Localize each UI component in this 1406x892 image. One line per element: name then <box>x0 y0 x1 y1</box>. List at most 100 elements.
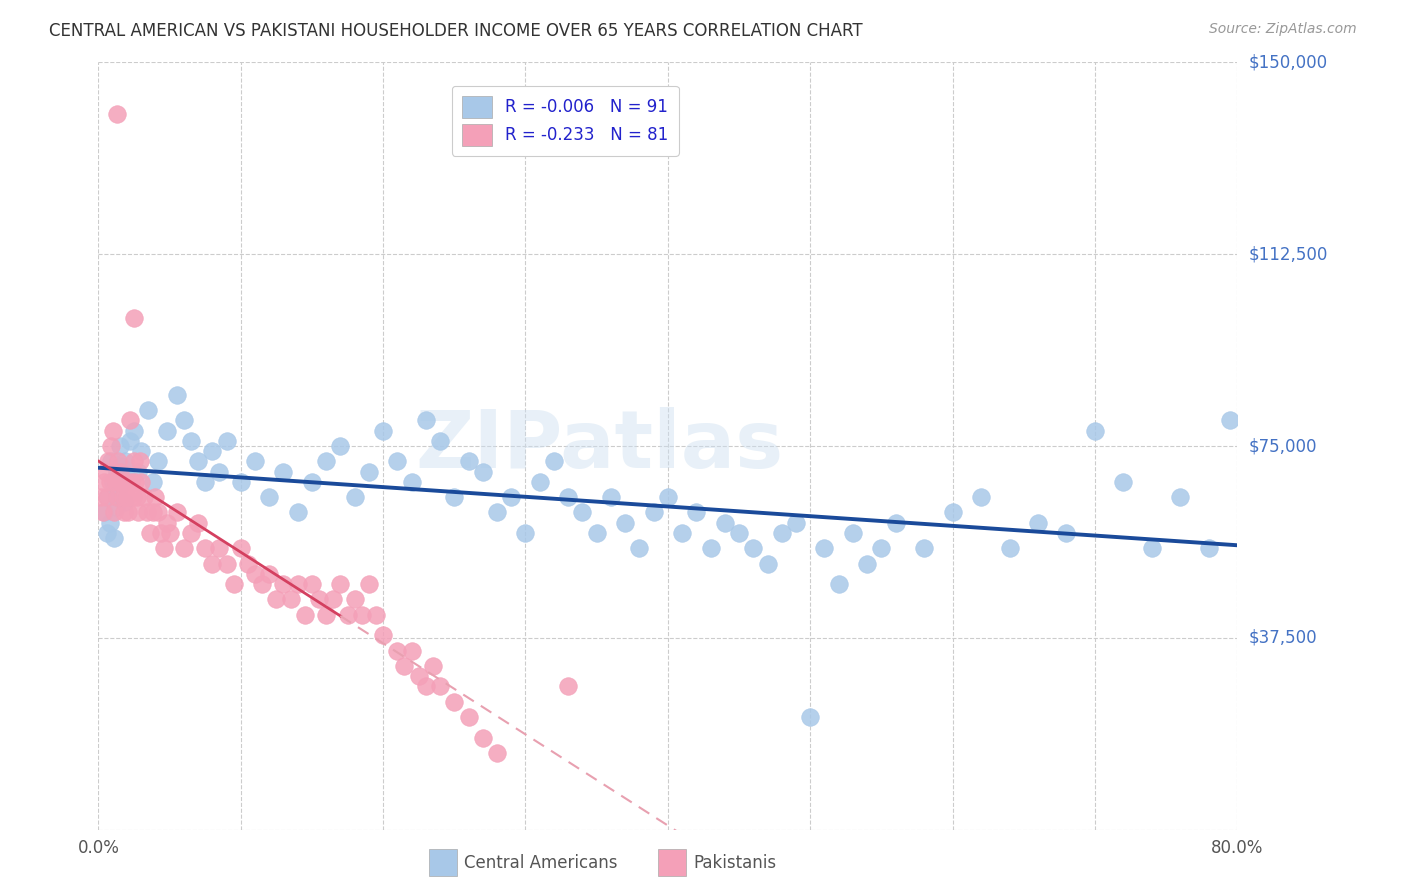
Point <box>166 388 188 402</box>
Point <box>129 444 152 458</box>
Text: $112,500: $112,500 <box>1249 245 1329 263</box>
Point <box>180 525 202 540</box>
Point <box>998 541 1021 556</box>
Point <box>387 454 409 468</box>
Point <box>112 495 135 509</box>
Point <box>94 465 117 479</box>
Point <box>343 490 366 504</box>
Point <box>136 403 159 417</box>
Point <box>714 516 737 530</box>
Point <box>201 557 224 571</box>
Point <box>287 577 309 591</box>
Point <box>515 525 537 540</box>
Text: $75,000: $75,000 <box>1249 437 1317 455</box>
Point <box>301 475 323 489</box>
Point <box>643 506 665 520</box>
Point <box>132 490 155 504</box>
Point <box>156 424 179 438</box>
Point <box>614 516 637 530</box>
Point <box>187 454 209 468</box>
Point <box>842 525 865 540</box>
Point <box>471 465 494 479</box>
Point <box>343 592 366 607</box>
Point <box>101 424 124 438</box>
Point <box>201 444 224 458</box>
Point <box>135 506 157 520</box>
Point <box>101 475 124 489</box>
Point <box>364 607 387 622</box>
Point <box>105 465 128 479</box>
Point <box>141 506 163 520</box>
Point <box>471 731 494 745</box>
Point <box>103 531 125 545</box>
Point <box>91 506 114 520</box>
Point <box>180 434 202 448</box>
Point <box>571 506 593 520</box>
Point <box>250 577 273 591</box>
Point <box>150 525 173 540</box>
Point <box>557 679 579 693</box>
Point <box>408 669 430 683</box>
Point <box>110 475 132 489</box>
Point <box>394 659 416 673</box>
Point <box>600 490 623 504</box>
Point <box>100 454 122 468</box>
Point <box>756 557 779 571</box>
Point <box>1056 525 1078 540</box>
Point <box>117 506 139 520</box>
Point <box>128 454 150 468</box>
Point <box>122 424 145 438</box>
Point <box>194 541 217 556</box>
Point <box>870 541 893 556</box>
Point <box>115 469 138 483</box>
Point <box>97 490 120 504</box>
Point <box>415 679 437 693</box>
Point <box>229 475 252 489</box>
Point <box>107 485 129 500</box>
Point <box>329 439 352 453</box>
Point <box>742 541 765 556</box>
Point <box>208 541 231 556</box>
Point <box>884 516 907 530</box>
Point <box>785 516 807 530</box>
Point <box>236 557 259 571</box>
Point <box>243 566 266 581</box>
Point <box>970 490 993 504</box>
Point <box>259 566 281 581</box>
Point <box>127 465 149 479</box>
Point <box>422 659 444 673</box>
Point <box>112 506 135 520</box>
Point <box>942 506 965 520</box>
Point <box>557 490 579 504</box>
Point <box>301 577 323 591</box>
Point <box>108 439 131 453</box>
Point <box>105 490 128 504</box>
Point <box>387 643 409 657</box>
Point <box>148 454 170 468</box>
Point <box>357 577 380 591</box>
Point <box>1140 541 1163 556</box>
Point <box>429 434 451 448</box>
Point <box>96 490 118 504</box>
Point <box>273 465 295 479</box>
Point <box>141 475 163 489</box>
Point <box>1026 516 1049 530</box>
Point <box>229 541 252 556</box>
Point <box>215 557 238 571</box>
Point <box>315 454 337 468</box>
Point <box>108 465 131 479</box>
Point <box>104 475 127 489</box>
Point <box>373 424 395 438</box>
Point <box>543 454 565 468</box>
Point <box>1170 490 1192 504</box>
Point <box>322 592 344 607</box>
Point <box>501 490 523 504</box>
Point <box>699 541 721 556</box>
Point <box>336 607 359 622</box>
Point <box>105 106 128 120</box>
Point <box>728 525 751 540</box>
Point <box>401 475 423 489</box>
Point <box>585 525 607 540</box>
Point <box>486 746 509 760</box>
Point <box>443 490 465 504</box>
